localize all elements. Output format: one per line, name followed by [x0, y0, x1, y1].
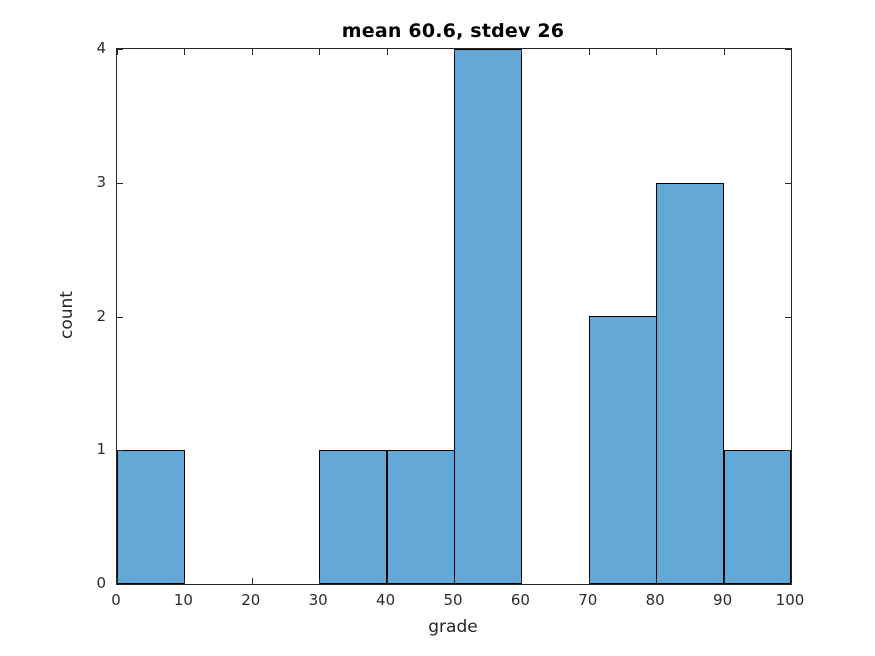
tick-mark [117, 450, 123, 451]
tick-mark [589, 49, 590, 55]
tick-mark [791, 49, 792, 55]
y-tick-label: 2 [96, 306, 106, 325]
y-tick-label: 4 [96, 39, 106, 57]
tick-mark [117, 317, 123, 318]
tick-mark [656, 578, 657, 584]
x-tick-label: 30 [308, 591, 328, 609]
tick-mark [117, 578, 118, 584]
tick-mark [117, 584, 123, 585]
y-tick-label: 3 [96, 172, 106, 191]
tick-mark [117, 49, 123, 50]
tick-mark [521, 578, 522, 584]
tick-mark [252, 578, 253, 584]
x-tick-label: 10 [173, 591, 193, 609]
histogram-bar [656, 183, 724, 584]
x-axis-label: grade [428, 617, 478, 637]
histogram-bar [454, 49, 522, 584]
x-tick-label: 40 [376, 591, 396, 609]
histogram-bar [319, 450, 387, 584]
tick-mark [117, 183, 123, 184]
histogram-bar [387, 450, 455, 584]
tick-mark [319, 578, 320, 584]
tick-mark [785, 450, 791, 451]
histogram-bar [589, 316, 657, 584]
tick-mark [319, 49, 320, 55]
histogram-bar [724, 450, 791, 584]
tick-mark [521, 49, 522, 55]
tick-mark [656, 49, 657, 55]
x-tick-label: 100 [775, 591, 805, 609]
histogram-bar [117, 450, 185, 584]
tick-mark [454, 578, 455, 584]
tick-mark [117, 49, 118, 55]
x-tick-label: 70 [578, 591, 598, 609]
tick-mark [387, 578, 388, 584]
tick-mark [785, 584, 791, 585]
y-axis-label: count [57, 291, 77, 339]
x-tick-label: 90 [713, 591, 733, 609]
y-tick-label: 0 [96, 574, 106, 592]
x-tick-label: 60 [510, 591, 530, 609]
x-tick-label: 80 [645, 591, 665, 609]
tick-mark [387, 49, 388, 55]
y-tick-label: 1 [96, 440, 106, 459]
plot-area [116, 48, 792, 585]
tick-mark [785, 49, 791, 50]
tick-mark [785, 183, 791, 184]
tick-mark [454, 49, 455, 55]
tick-mark [252, 49, 253, 55]
tick-mark [184, 578, 185, 584]
tick-mark [785, 317, 791, 318]
tick-mark [791, 578, 792, 584]
tick-mark [724, 49, 725, 55]
x-tick-label: 0 [111, 591, 121, 609]
x-tick-label: 20 [241, 591, 261, 609]
tick-mark [724, 578, 725, 584]
tick-mark [184, 49, 185, 55]
x-tick-label: 50 [443, 591, 463, 609]
tick-mark [589, 578, 590, 584]
chart-title: mean 60.6, stdev 26 [341, 20, 565, 42]
